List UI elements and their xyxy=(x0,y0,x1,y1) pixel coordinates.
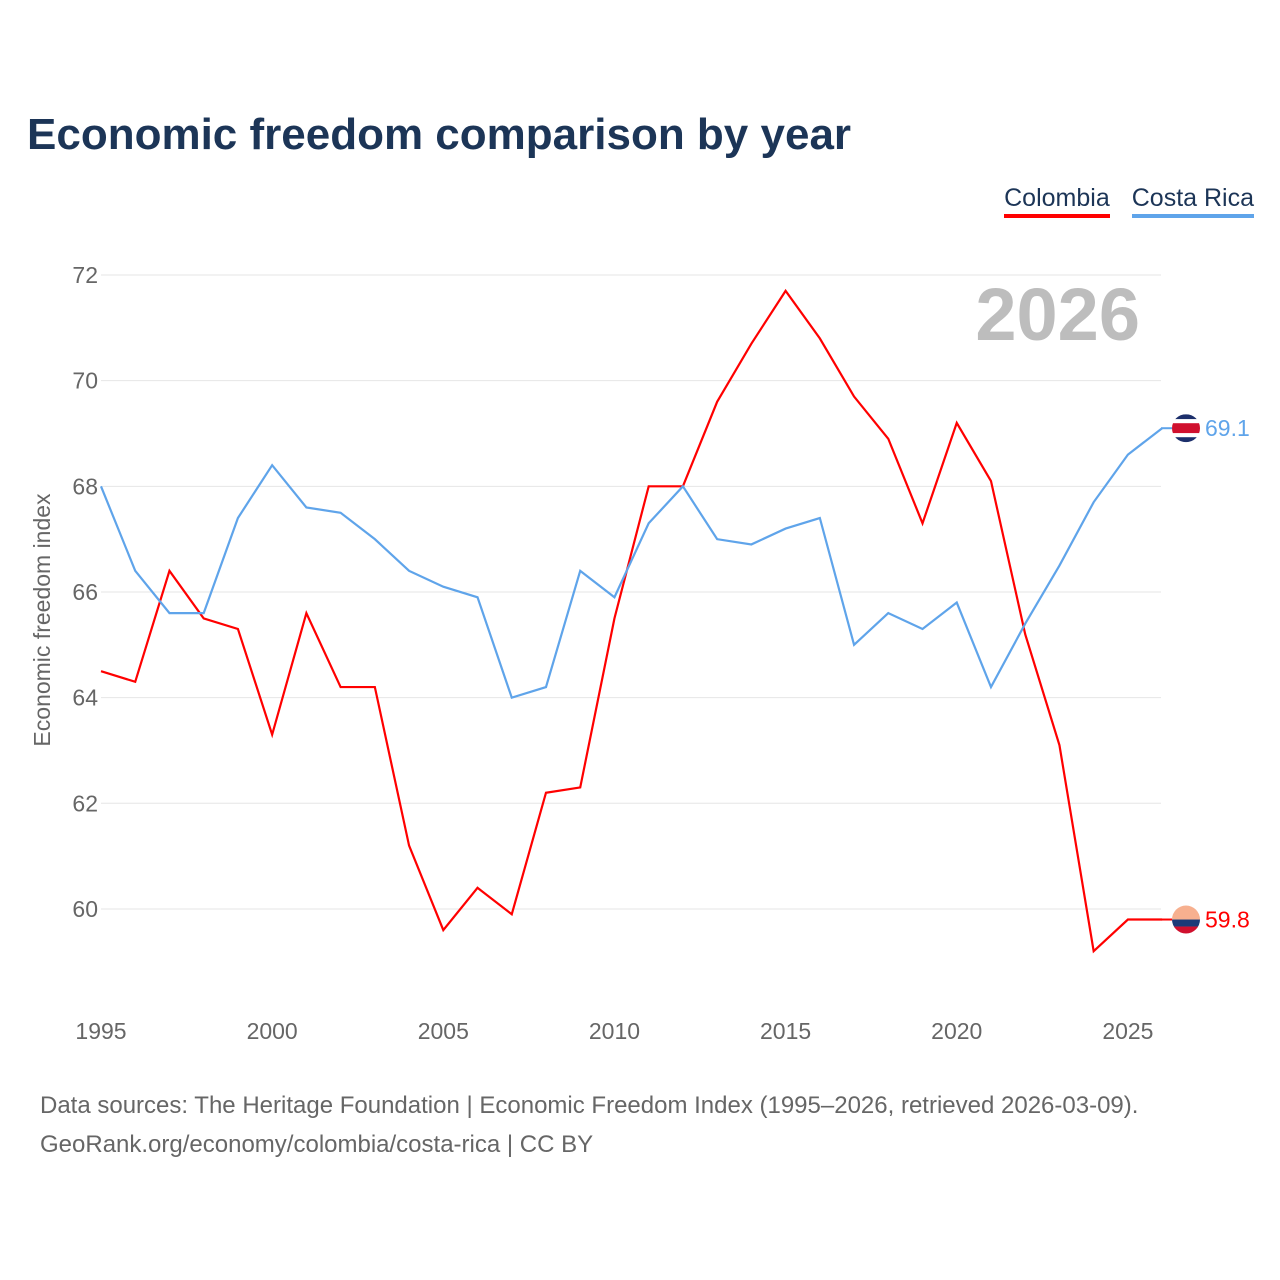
y-tick-label: 68 xyxy=(72,473,98,499)
source-line-2[interactable]: GeoRank.org/economy/colombia/costa-rica … xyxy=(40,1131,594,1158)
y-tick-label: 60 xyxy=(72,896,98,922)
y-tick-label: 72 xyxy=(72,262,98,288)
y-axis-label: Economic freedom index xyxy=(29,493,55,747)
year-watermark: 2026 xyxy=(975,273,1140,356)
x-tick-label: 2005 xyxy=(418,1018,469,1044)
source-line-1: Data sources: The Heritage Foundation | … xyxy=(40,1092,1139,1119)
x-tick-label: 2015 xyxy=(760,1018,811,1044)
y-tick-label: 64 xyxy=(72,685,98,711)
legend: Colombia Costa Rica xyxy=(1004,184,1254,218)
end-value-label: 59.8 xyxy=(1205,907,1250,933)
x-tick-label: 2000 xyxy=(247,1018,298,1044)
series-line-colombia xyxy=(100,288,1163,954)
series-line-costa-rica xyxy=(99,427,1163,700)
end-value-label: 69.1 xyxy=(1205,415,1250,441)
y-tick-label: 66 xyxy=(72,579,98,605)
legend-costa-rica[interactable]: Costa Rica xyxy=(1131,184,1254,218)
source-note: Data sources: The Heritage Foundation | … xyxy=(40,1086,1138,1164)
colombia-flag-icon xyxy=(1172,905,1200,934)
line-chart: 60 62 64 66 68 70 72 1995 2000 2005 2010 2015 2020 20… xyxy=(29,262,1250,1044)
chart-title: Economic freedom comparison by year xyxy=(27,110,852,159)
x-tick-label: 2025 xyxy=(1102,1018,1153,1044)
x-tick-label: 2020 xyxy=(931,1018,982,1044)
x-tick-label: 2010 xyxy=(589,1018,640,1044)
y-tick-label: 62 xyxy=(72,790,98,816)
x-tick-label: 1995 xyxy=(75,1018,126,1044)
legend-colombia[interactable]: Colombia xyxy=(1004,184,1110,218)
y-tick-label: 70 xyxy=(72,368,98,394)
costa-rica-flag-icon xyxy=(1172,414,1200,443)
